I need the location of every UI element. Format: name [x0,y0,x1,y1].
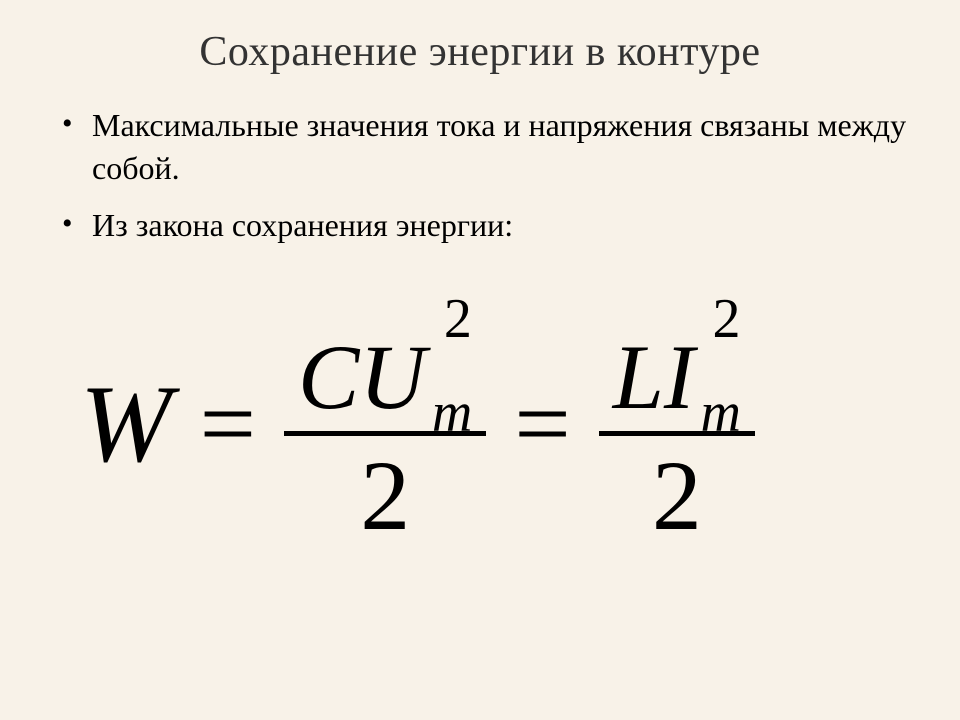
formula-lhs: W [80,369,172,479]
numerator: C U 2 m [284,303,486,436]
scripts: 2 m [701,303,741,423]
exponent: 2 [701,291,741,347]
fraction-magnetic: L I 2 m 2 [599,303,755,546]
subscript: m [432,385,472,441]
denominator: 2 [652,436,702,546]
subscript: m [701,385,741,441]
equals-sign: = [200,374,256,474]
energy-formula: W = C U 2 m 2 = L I [80,303,910,546]
slide-title: Сохранение энергии в контуре [50,28,910,76]
bullet-item: Максимальные значения тока и напряжения … [62,104,910,190]
var-c: C [298,331,359,423]
denominator: 2 [360,436,410,546]
scripts: 2 m [432,303,472,423]
bullet-item: Из закона сохранения энергии: [62,204,910,247]
exponent: 2 [432,291,472,347]
var-u: U [359,331,425,423]
numerator: L I 2 m [599,303,755,436]
var-i: I [664,331,695,423]
fraction-electric: C U 2 m 2 [284,303,486,546]
var-l: L [613,331,664,423]
slide: Сохранение энергии в контуре Максимальны… [0,0,960,720]
equals-sign: = [514,374,570,474]
formula-block: W = C U 2 m 2 = L I [50,303,910,546]
bullet-list: Максимальные значения тока и напряжения … [62,104,910,248]
